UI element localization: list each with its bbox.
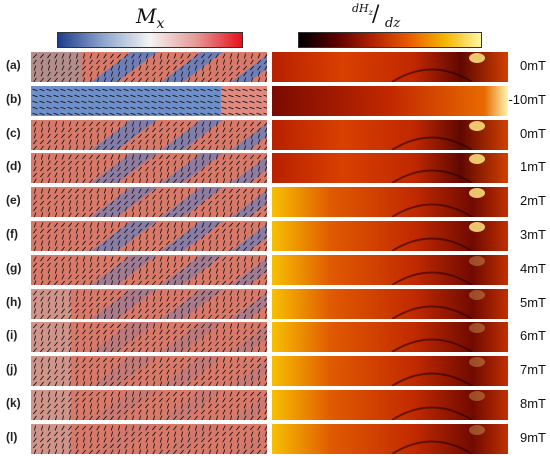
- panel-row: (k) 8mT: [0, 390, 550, 420]
- dhz-dz-map: [272, 52, 508, 82]
- field-value: 8mT: [520, 396, 546, 411]
- panel-row: (h) 5mT: [0, 288, 550, 319]
- field-value: 6mT: [520, 328, 546, 344]
- magnetization-map: [31, 254, 267, 285]
- row-label: (d): [6, 159, 22, 174]
- field-value: 1mT: [520, 159, 546, 175]
- dhz-dz-map: [272, 423, 508, 454]
- row-label: (g): [6, 260, 22, 275]
- magnetization-map: [31, 288, 267, 319]
- row-label: (a): [6, 58, 21, 72]
- magnetization-map: [31, 52, 267, 82]
- right-title-denominator: dz: [385, 16, 401, 31]
- dhz-colorbar: [298, 32, 482, 48]
- panel-row: (g) 4mT: [0, 254, 550, 285]
- panel-row: (d) 1mT: [0, 153, 550, 184]
- right-title-numerator: dHz: [352, 2, 373, 18]
- field-value: 0mT: [520, 58, 546, 73]
- field-value: 5mT: [520, 294, 546, 310]
- panel-row: (e) 2mT: [0, 187, 550, 218]
- dhz-dz-map: [272, 288, 508, 319]
- row-label: (i): [6, 328, 18, 343]
- panel-row: (i) 6mT: [0, 322, 550, 353]
- field-value: 7mT: [520, 362, 546, 378]
- row-label: (k): [6, 396, 21, 410]
- field-value: 2mT: [520, 193, 546, 209]
- field-value: 4mT: [520, 260, 546, 276]
- row-label: (c): [6, 125, 21, 140]
- field-value: 3mT: [520, 227, 546, 242]
- row-label: (b): [6, 91, 22, 106]
- right-title-numerator-sub: z: [368, 8, 373, 18]
- panel-row: (b) -10mT: [0, 85, 550, 116]
- right-title-slash: /: [372, 2, 380, 27]
- row-label: (e): [6, 193, 21, 208]
- dhz-dz-map: [272, 254, 508, 285]
- panel-row: (c) 0mT: [0, 119, 550, 150]
- magnetization-map: [31, 390, 267, 420]
- dhz-dz-map: [272, 153, 508, 184]
- magnetization-map: [31, 322, 267, 353]
- row-label: (l): [6, 429, 18, 444]
- field-value: 0mT: [520, 125, 546, 141]
- magnetization-map: [31, 423, 267, 454]
- dhz-dz-map: [272, 85, 508, 116]
- left-title-sub: x: [156, 16, 165, 32]
- field-value: -10mT: [508, 91, 546, 107]
- magnetization-map: [31, 356, 267, 387]
- dhz-dz-map: [272, 221, 508, 251]
- magnetization-map: [31, 221, 267, 251]
- panel-row: (f) 3mT: [0, 221, 550, 251]
- dhz-dz-map: [272, 390, 508, 420]
- row-label: (j): [6, 362, 18, 377]
- dhz-dz-map: [272, 119, 508, 150]
- dhz-dz-map: [272, 356, 508, 387]
- magnetization-map: [31, 119, 267, 150]
- dhz-dz-map: [272, 187, 508, 218]
- magnetization-map: [31, 153, 267, 184]
- left-panel-title: Mx: [136, 4, 164, 32]
- panel-row: (a) 0mT: [0, 52, 550, 82]
- row-label: (f): [6, 227, 18, 241]
- row-label: (h): [6, 294, 22, 309]
- dhz-dz-map: [272, 322, 508, 353]
- left-title-main: M: [136, 4, 157, 28]
- panel-row: (j) 7mT: [0, 356, 550, 387]
- mx-colorbar: [57, 32, 243, 48]
- magnetization-map: [31, 187, 267, 218]
- magnetization-map: [31, 85, 267, 116]
- right-panel-title: dHz / dz: [352, 2, 412, 32]
- panel-row: (l) 9mT: [0, 423, 550, 454]
- field-value: 9mT: [520, 429, 546, 445]
